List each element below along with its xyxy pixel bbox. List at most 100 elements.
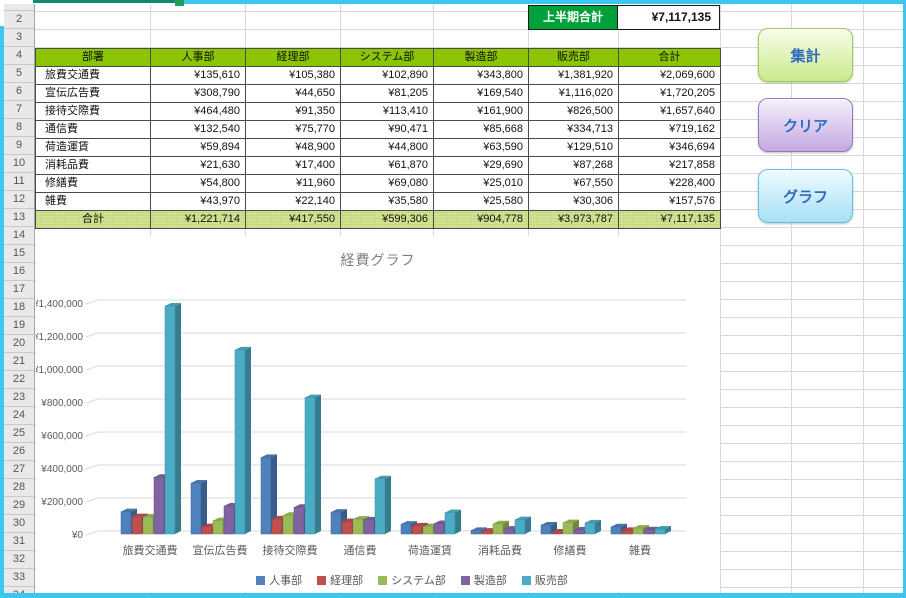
row-header-25[interactable]: 25	[4, 425, 34, 443]
table-total-cell[interactable]: ¥7,117,135	[619, 211, 721, 229]
table-cell[interactable]: ¥81,205	[341, 85, 434, 103]
row-header-13[interactable]: 13	[4, 209, 34, 227]
table-cell[interactable]: ¥54,800	[151, 175, 246, 193]
table-cell[interactable]: ¥346,694	[619, 139, 721, 157]
table-cell[interactable]: ¥91,350	[246, 103, 341, 121]
table-cell[interactable]: ¥22,140	[246, 193, 341, 211]
row-header-18[interactable]: 18	[4, 299, 34, 317]
table-cell[interactable]: ¥1,657,640	[619, 103, 721, 121]
table-cell[interactable]: ¥1,381,920	[529, 67, 619, 85]
table-cell[interactable]: ¥17,400	[246, 157, 341, 175]
table-cell[interactable]: ¥85,668	[434, 121, 529, 139]
table-cell[interactable]: ¥61,870	[341, 157, 434, 175]
row-header-14[interactable]: 14	[4, 227, 34, 245]
table-cell[interactable]: ¥169,540	[434, 85, 529, 103]
table-cell[interactable]: ¥48,900	[246, 139, 341, 157]
row-header-11[interactable]: 11	[4, 173, 34, 191]
table-header-cell[interactable]: 製造部	[434, 49, 529, 67]
table-cell[interactable]: ¥1,720,205	[619, 85, 721, 103]
row-header-5[interactable]: 5	[4, 65, 34, 83]
table-total-cell[interactable]: ¥3,973,787	[529, 211, 619, 229]
table-cell[interactable]: ¥69,080	[341, 175, 434, 193]
row-header-27[interactable]: 27	[4, 461, 34, 479]
table-cell[interactable]: ¥105,380	[246, 67, 341, 85]
table-row-label[interactable]: 接待交際費	[36, 103, 151, 121]
table-cell[interactable]: ¥343,800	[434, 67, 529, 85]
table-cell[interactable]: ¥90,471	[341, 121, 434, 139]
table-cell[interactable]: ¥157,576	[619, 193, 721, 211]
table-cell[interactable]: ¥44,650	[246, 85, 341, 103]
clear-button[interactable]: クリア	[758, 98, 853, 152]
table-cell[interactable]: ¥67,550	[529, 175, 619, 193]
row-header-30[interactable]: 30	[4, 515, 34, 533]
table-header-cell[interactable]: 経理部	[246, 49, 341, 67]
table-header-cell[interactable]: 人事部	[151, 49, 246, 67]
table-cell[interactable]: ¥25,580	[434, 193, 529, 211]
row-header-2[interactable]: 2	[4, 11, 34, 29]
table-cell[interactable]: ¥43,970	[151, 193, 246, 211]
table-cell[interactable]: ¥135,610	[151, 67, 246, 85]
table-header-cell[interactable]: システム部	[341, 49, 434, 67]
table-cell[interactable]: ¥719,162	[619, 121, 721, 139]
table-cell[interactable]: ¥44,800	[341, 139, 434, 157]
row-header-6[interactable]: 6	[4, 83, 34, 101]
row-header-24[interactable]: 24	[4, 407, 34, 425]
row-header-16[interactable]: 16	[4, 263, 34, 281]
table-total-cell[interactable]: ¥904,778	[434, 211, 529, 229]
row-header-17[interactable]: 17	[4, 281, 34, 299]
row-header-1[interactable]	[4, 4, 34, 11]
table-cell[interactable]: ¥129,510	[529, 139, 619, 157]
table-cell[interactable]: ¥11,960	[246, 175, 341, 193]
row-header-3[interactable]: 3	[4, 29, 34, 47]
row-header-26[interactable]: 26	[4, 443, 34, 461]
table-cell[interactable]: ¥21,630	[151, 157, 246, 175]
table-cell[interactable]: ¥161,900	[434, 103, 529, 121]
table-cell[interactable]: ¥30,306	[529, 193, 619, 211]
table-total-label[interactable]: 合計	[36, 211, 151, 229]
aggregate-button[interactable]: 集計	[758, 28, 853, 82]
expense-chart-object[interactable]: ¥0 ¥200,000 ¥400,000 ¥600,000 ¥800,000 ¥1,000…	[36, 236, 720, 592]
row-header-32[interactable]: 32	[4, 551, 34, 569]
summary-value-cell[interactable]: ¥7,117,135	[617, 5, 720, 30]
row-header-8[interactable]: 8	[4, 119, 34, 137]
table-cell[interactable]: ¥87,268	[529, 157, 619, 175]
row-header-31[interactable]: 31	[4, 533, 34, 551]
row-header-7[interactable]: 7	[4, 101, 34, 119]
table-total-cell[interactable]: ¥599,306	[341, 211, 434, 229]
row-header-28[interactable]: 28	[4, 479, 34, 497]
table-cell[interactable]: ¥63,590	[434, 139, 529, 157]
table-row-label[interactable]: 修繕費	[36, 175, 151, 193]
table-cell[interactable]: ¥29,690	[434, 157, 529, 175]
row-header-9[interactable]: 9	[4, 137, 34, 155]
table-cell[interactable]: ¥113,410	[341, 103, 434, 121]
table-row-label[interactable]: 宣伝広告費	[36, 85, 151, 103]
table-cell[interactable]: ¥102,890	[341, 67, 434, 85]
graph-button[interactable]: グラフ	[758, 169, 853, 223]
table-total-cell[interactable]: ¥417,550	[246, 211, 341, 229]
row-header-22[interactable]: 22	[4, 371, 34, 389]
table-header-cell[interactable]: 部署	[36, 49, 151, 67]
row-header-10[interactable]: 10	[4, 155, 34, 173]
table-row-label[interactable]: 雑費	[36, 193, 151, 211]
table-cell[interactable]: ¥217,858	[619, 157, 721, 175]
table-cell[interactable]: ¥2,069,600	[619, 67, 721, 85]
table-cell[interactable]: ¥25,010	[434, 175, 529, 193]
table-header-cell[interactable]: 合計	[619, 49, 721, 67]
table-cell[interactable]: ¥228,400	[619, 175, 721, 193]
row-header-21[interactable]: 21	[4, 353, 34, 371]
row-header-15[interactable]: 15	[4, 245, 34, 263]
table-cell[interactable]: ¥1,116,020	[529, 85, 619, 103]
row-header-19[interactable]: 19	[4, 317, 34, 335]
summary-label-cell[interactable]: 上半期合計	[528, 5, 618, 30]
selection-fill-handle[interactable]	[175, 0, 184, 6]
table-cell[interactable]: ¥464,480	[151, 103, 246, 121]
table-header-cell[interactable]: 販売部	[529, 49, 619, 67]
table-cell[interactable]: ¥826,500	[529, 103, 619, 121]
table-cell[interactable]: ¥334,713	[529, 121, 619, 139]
table-cell[interactable]: ¥75,770	[246, 121, 341, 139]
table-row-label[interactable]: 荷造運賃	[36, 139, 151, 157]
table-total-cell[interactable]: ¥1,221,714	[151, 211, 246, 229]
row-header-12[interactable]: 12	[4, 191, 34, 209]
table-cell[interactable]: ¥308,790	[151, 85, 246, 103]
table-cell[interactable]: ¥132,540	[151, 121, 246, 139]
